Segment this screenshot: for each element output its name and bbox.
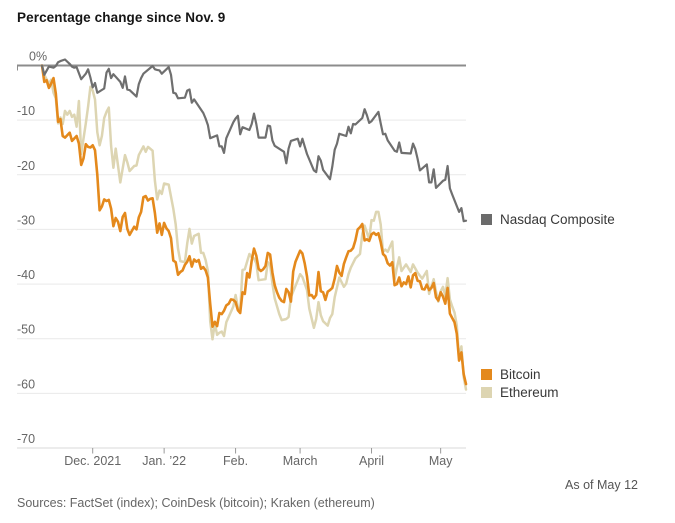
nasdaq-legend-swatch-icon: [481, 214, 492, 225]
x-axis-tick-label: Dec. 2021: [64, 454, 121, 468]
y-axis-tick-label: 0%: [29, 50, 47, 64]
ethereum-legend-label: Ethereum: [500, 385, 559, 400]
x-axis-tick-label: March: [283, 454, 318, 468]
series-line-nasdaq-composite: [40, 58, 468, 223]
legend-item-nasdaq-composite: Nasdaq Composite: [481, 212, 615, 227]
bitcoin-legend-label: Bitcoin: [500, 367, 541, 382]
x-axis-tick-label: Feb.: [223, 454, 248, 468]
x-axis-tick-label: Jan. ’22: [142, 454, 186, 468]
y-axis-tick-label: -20: [17, 159, 35, 173]
legend-item-bitcoin: Bitcoin: [481, 367, 541, 382]
series-line-bitcoin: [40, 64, 468, 386]
y-axis-tick-label: -70: [17, 432, 35, 446]
y-axis-tick-label: -40: [17, 268, 35, 282]
y-axis-tick-label: -30: [17, 213, 35, 227]
y-axis-tick-label: -60: [17, 377, 35, 391]
legend-item-ethereum: Ethereum: [481, 385, 559, 400]
bitcoin-legend-swatch-icon: [481, 369, 492, 380]
nasdaq-legend-label: Nasdaq Composite: [500, 212, 615, 227]
x-axis-tick-label: May: [429, 454, 453, 468]
source-note: Sources: FactSet (index); CoinDesk (bitc…: [17, 496, 375, 510]
y-axis-tick-label: -50: [17, 323, 35, 337]
ethereum-legend-swatch-icon: [481, 387, 492, 398]
chart-title: Percentage change since Nov. 9: [17, 10, 226, 25]
as-of-date: As of May 12: [565, 478, 638, 492]
x-axis-tick-label: April: [359, 454, 384, 468]
y-axis-tick-label: -10: [17, 104, 35, 118]
